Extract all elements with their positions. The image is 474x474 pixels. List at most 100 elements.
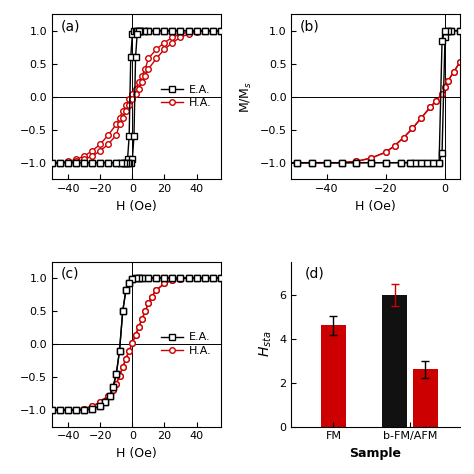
E.A. (82, 160, 87, 165)
H.A. (162, 46, 167, 52)
E.A. (194, 28, 200, 34)
H.A. (202, 28, 208, 34)
X-axis label: H (Oe): H (Oe) (116, 447, 157, 460)
H.A. (113, 381, 119, 387)
E.A. (448, 28, 454, 34)
H.A. (392, 143, 398, 148)
H.A. (133, 91, 138, 97)
H.A. (210, 28, 215, 34)
Text: (a): (a) (61, 19, 80, 33)
E.A. (57, 407, 63, 413)
E.A. (407, 160, 412, 165)
Line: E.A.: E.A. (280, 28, 463, 165)
H.A. (445, 78, 451, 84)
H.A. (117, 373, 122, 379)
E.A. (154, 28, 159, 34)
E.A. (126, 160, 132, 165)
X-axis label: H (Oe): H (Oe) (116, 200, 157, 212)
E.A. (105, 160, 111, 165)
E.A. (90, 160, 95, 165)
E.A. (141, 28, 146, 34)
H.A. (98, 148, 103, 154)
H.A. (123, 356, 129, 362)
H.A. (65, 160, 71, 165)
H.A. (136, 324, 142, 330)
Line: E.A.: E.A. (41, 275, 223, 413)
H.A. (73, 158, 79, 164)
H.A. (146, 66, 151, 72)
E.A. (436, 160, 442, 165)
Text: (d): (d) (305, 266, 325, 281)
E.A. (73, 160, 79, 165)
E.A. (117, 348, 122, 354)
E.A. (202, 275, 208, 281)
H.A. (368, 155, 374, 161)
Text: (c): (c) (61, 266, 79, 281)
H.A. (49, 407, 55, 413)
H.A. (90, 403, 95, 409)
H.A. (142, 308, 148, 314)
E.A. (41, 160, 47, 165)
H.A. (170, 277, 175, 283)
H.A. (120, 115, 126, 121)
E.A. (383, 160, 389, 165)
E.A. (146, 275, 151, 281)
E.A. (354, 160, 359, 165)
E.A. (129, 156, 135, 162)
E.A. (186, 28, 191, 34)
H.A. (146, 301, 151, 306)
H.A. (129, 340, 135, 346)
E.A. (82, 407, 87, 413)
E.A. (134, 31, 140, 37)
Line: H.A.: H.A. (41, 28, 223, 165)
E.A. (113, 160, 119, 165)
E.A. (186, 275, 191, 281)
E.A. (110, 384, 116, 390)
E.A. (154, 275, 159, 281)
E.A. (128, 160, 134, 165)
H.A. (139, 316, 145, 322)
H.A. (133, 332, 138, 338)
E.A. (121, 160, 127, 165)
E.A. (162, 28, 167, 34)
H.A. (339, 160, 345, 165)
Line: H.A.: H.A. (280, 60, 463, 165)
Bar (321, 326, 346, 427)
H.A. (428, 104, 433, 110)
Y-axis label: M/M$_s$: M/M$_s$ (239, 81, 254, 113)
E.A. (49, 407, 55, 413)
E.A. (57, 160, 63, 165)
E.A. (129, 277, 135, 283)
E.A. (113, 371, 119, 377)
E.A. (123, 287, 129, 293)
Line: E.A.: E.A. (41, 28, 223, 165)
E.A. (73, 407, 79, 413)
E.A. (137, 28, 143, 34)
H.A. (162, 281, 167, 286)
E.A. (107, 393, 113, 399)
H.A. (129, 97, 135, 102)
H.A. (178, 35, 183, 40)
H.A. (170, 40, 175, 46)
E.A. (123, 160, 129, 165)
Legend: E.A., H.A.: E.A., H.A. (158, 329, 215, 359)
H.A. (457, 60, 463, 65)
H.A. (354, 158, 359, 164)
E.A. (419, 160, 424, 165)
H.A. (41, 160, 47, 165)
H.A. (90, 153, 95, 159)
H.A. (451, 69, 457, 74)
E.A. (218, 275, 223, 281)
Line: H.A.: H.A. (41, 275, 223, 413)
E.A. (324, 160, 329, 165)
H.A. (120, 365, 126, 370)
E.A. (178, 275, 183, 281)
H.A. (57, 407, 63, 413)
H.A. (186, 31, 191, 37)
E.A. (102, 399, 108, 405)
E.A. (218, 28, 223, 34)
E.A. (430, 160, 436, 165)
E.A. (125, 160, 130, 165)
H.A. (73, 407, 79, 413)
H.A. (186, 275, 191, 281)
